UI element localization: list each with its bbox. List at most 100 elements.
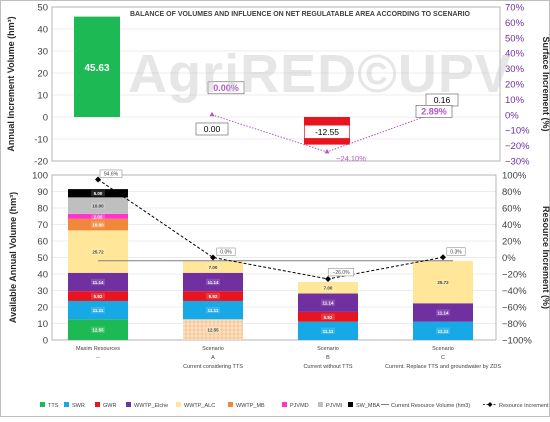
stack-segment <box>68 189 128 198</box>
stack-segment <box>298 321 358 340</box>
stack-segment-label: 2.00 <box>94 214 103 219</box>
stack-segment-label-bg <box>436 327 450 335</box>
bottom-y2-tick-label: 80% <box>502 187 522 198</box>
stack-segment <box>68 291 128 301</box>
bottom-y2-tick-label: −60% <box>502 303 527 314</box>
resource-increment-label: 94.6% <box>104 171 119 177</box>
legend-label: TTS <box>48 403 59 409</box>
stack-segment <box>413 321 473 340</box>
top-y2-tick-label: −10% <box>505 126 530 137</box>
bottom-y-tick-label: 20 <box>37 303 48 314</box>
bottom-y2-tick-label: −40% <box>502 286 527 297</box>
stack-segment-label-bg <box>206 306 220 314</box>
legend-label: SW_MBA <box>356 403 380 409</box>
stack-segment <box>413 260 473 304</box>
top-title: BALANCE OF VOLUMES AND INFLUENCE ON NET … <box>130 11 471 18</box>
stack-segment <box>68 230 128 273</box>
stack-segment <box>68 300 128 320</box>
bottom-y2-tick-label: 40% <box>502 220 522 231</box>
stack-segment-label: 25.72 <box>92 250 104 255</box>
legend-label: PJVMD <box>290 403 309 409</box>
stack-segment-label: 10.00 <box>92 223 104 228</box>
resource-increment-line <box>97 179 444 280</box>
top-y-tick-label: 50 <box>37 3 48 14</box>
stack-segment-label-bg <box>91 202 105 209</box>
bottom-chart: 0 10 20 30 40 50 60 70 80 90 100 100% 80% 60% 40% 20% 0%… <box>8 169 550 370</box>
legend-label: WWTP_ALC <box>184 403 215 409</box>
bottom-y2-tick-label: −100% <box>502 336 532 347</box>
x-category-line2: A <box>211 355 215 361</box>
stack-segment-label: 11.14 <box>437 310 449 315</box>
legend: TTS SWR GWR WWTP_Elche WWTP_ALC WWTP_MB PJVMD P… <box>40 402 550 409</box>
stack-segment-label: 11.11 <box>438 329 449 334</box>
stack-segment-label: 12.55 <box>207 328 219 333</box>
top-y2-tick-label: 0% <box>505 110 519 121</box>
bottom-y-tick-label: 80 <box>37 204 48 215</box>
bottom-y2-tick-label: 20% <box>502 237 522 248</box>
top-bar <box>74 16 120 118</box>
bottom-y2-tick-label: 100% <box>502 171 527 182</box>
surface-increment-label: 0.00% <box>213 83 239 93</box>
surface-label-box <box>207 81 245 95</box>
stack-segment-label-bg <box>91 213 105 220</box>
bottom-y-tick-label: 40 <box>37 270 48 281</box>
resource-increment-marker <box>95 176 101 183</box>
bottom-y-tick-label: 30 <box>37 286 48 297</box>
stack-segment-label: 5.92 <box>209 294 218 299</box>
top-y2-tick-label: 50% <box>505 33 525 44</box>
stack-segment-label-bg <box>321 327 335 335</box>
resource-increment-marker <box>210 254 216 261</box>
stack-segment-label-bg <box>91 190 105 197</box>
stack-segment <box>183 300 243 320</box>
legend-label: GWR <box>103 403 116 409</box>
resource-label-box <box>446 247 466 256</box>
resource-increment-marker <box>440 254 446 261</box>
stack-segment-label-bg <box>91 306 105 314</box>
resource-increment-label: 0.3% <box>450 249 462 255</box>
stack-segment <box>298 311 358 322</box>
top-y2-tick-label: 60% <box>505 18 525 29</box>
legend-swatch <box>126 402 131 407</box>
resource-label-box <box>327 268 355 277</box>
stack-segment-label: 12.55 <box>92 328 104 333</box>
stack-segment <box>298 293 358 312</box>
stack-segment-label-bg <box>206 263 220 271</box>
legend-swatch <box>348 402 353 407</box>
stack-segment-label: 11.14 <box>322 301 334 306</box>
top-y2-tick-label: 70% <box>505 3 525 14</box>
stack-segment-label: 11.11 <box>208 308 219 313</box>
stack-segment <box>68 213 128 219</box>
resource-increment-label: 0.0% <box>220 250 232 256</box>
legend-swatch <box>318 402 323 407</box>
resource-label-box <box>99 169 123 178</box>
surface-increment-marker <box>209 111 215 117</box>
legend-swatch <box>176 402 181 407</box>
stack-segment <box>183 272 243 292</box>
bottom-y-tick-label: 100 <box>32 171 48 182</box>
stack-segment-label: 7.00 <box>324 286 333 291</box>
stack-segment-label: 5.00 <box>94 191 103 196</box>
x-category-line3: Current without TTS <box>303 364 352 370</box>
bottom-y-tick-label: 50 <box>37 253 48 264</box>
surface-label-box <box>415 105 453 118</box>
bottom-y-tick-label: 70 <box>37 220 48 231</box>
watermark-text: AgriRED©UPV <box>128 44 512 104</box>
stack-segment-label-bg <box>321 284 335 291</box>
legend-label: PJVMI <box>326 403 343 409</box>
legend-swatch <box>64 402 69 407</box>
legend-swatch <box>95 402 100 407</box>
x-category-line1: Maxim Resources <box>76 346 120 352</box>
stack-segment-label-bg <box>436 278 450 286</box>
stack-segment-label: 11.14 <box>92 280 104 285</box>
x-category-line1: Scenario <box>202 346 224 352</box>
top-y-tick-label: 0 <box>43 113 48 124</box>
top-y-tick-label: 10 <box>37 91 48 102</box>
stack-segment-label-bg <box>206 278 220 286</box>
top-plot-frame <box>51 6 501 162</box>
stack-segment <box>183 261 243 273</box>
stack-segment-label-bg <box>321 313 335 320</box>
stack-segment-label-bg <box>91 248 105 255</box>
x-category-line3: Current considering TTS <box>183 364 243 370</box>
stack-segment-label: 11.11 <box>323 329 334 334</box>
